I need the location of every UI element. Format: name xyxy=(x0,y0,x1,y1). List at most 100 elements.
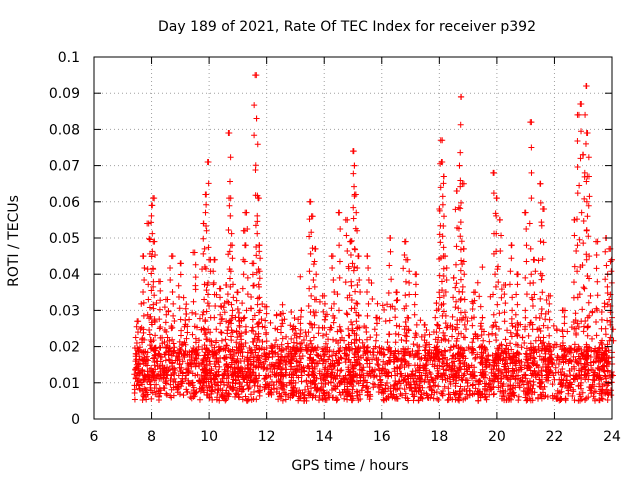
data-point xyxy=(330,276,337,283)
data-point xyxy=(331,288,338,295)
data-point xyxy=(310,356,317,363)
data-point xyxy=(546,300,553,307)
data-point xyxy=(455,225,462,232)
data-point xyxy=(393,289,400,296)
data-point xyxy=(402,332,409,339)
data-point xyxy=(429,387,436,394)
data-point xyxy=(334,372,341,379)
y-tick-label: 0.01 xyxy=(49,376,80,392)
data-point xyxy=(163,349,170,356)
data-point xyxy=(213,349,220,356)
data-point xyxy=(420,367,427,374)
data-point xyxy=(174,386,181,393)
data-point xyxy=(203,201,210,208)
data-point xyxy=(150,355,157,362)
data-point xyxy=(170,392,177,399)
data-point xyxy=(345,366,352,373)
data-point xyxy=(527,352,534,359)
data-point xyxy=(610,372,617,379)
data-point xyxy=(183,372,190,379)
data-point xyxy=(459,180,466,187)
data-point xyxy=(305,329,312,336)
data-point xyxy=(225,324,232,331)
data-point xyxy=(224,327,231,334)
data-point xyxy=(144,266,151,273)
data-point xyxy=(139,387,146,394)
data-point xyxy=(397,357,404,364)
data-point xyxy=(256,294,263,301)
data-point xyxy=(509,323,516,330)
data-point xyxy=(329,360,336,367)
data-point xyxy=(457,121,464,128)
data-point xyxy=(406,384,413,391)
data-point xyxy=(446,347,453,354)
data-point xyxy=(261,376,268,383)
data-point xyxy=(279,301,286,308)
data-point xyxy=(217,303,224,310)
data-point xyxy=(411,311,418,318)
data-point xyxy=(252,222,259,229)
data-point xyxy=(212,303,219,310)
data-point xyxy=(582,356,589,363)
data-point xyxy=(375,362,382,369)
data-point xyxy=(460,245,467,252)
data-point xyxy=(321,316,328,323)
data-point xyxy=(288,335,295,342)
data-point xyxy=(477,303,484,310)
data-point xyxy=(393,322,400,329)
data-point xyxy=(234,289,241,296)
data-point xyxy=(320,372,327,379)
data-point xyxy=(349,386,356,393)
data-point xyxy=(401,376,408,383)
data-point xyxy=(585,299,592,306)
data-point xyxy=(522,372,529,379)
data-point xyxy=(139,253,146,260)
data-point xyxy=(559,326,566,333)
data-point xyxy=(502,345,509,352)
data-point xyxy=(597,339,604,346)
data-point xyxy=(274,326,281,333)
data-point xyxy=(440,292,447,299)
data-point xyxy=(229,346,236,353)
data-point xyxy=(355,253,362,260)
data-point xyxy=(177,346,184,353)
data-point xyxy=(414,342,421,349)
data-point xyxy=(558,371,565,378)
data-point xyxy=(598,388,605,395)
data-point xyxy=(392,372,399,379)
data-point xyxy=(321,356,328,363)
data-point xyxy=(505,383,512,390)
data-point xyxy=(433,300,440,307)
data-point xyxy=(539,389,546,396)
data-point xyxy=(603,386,610,393)
data-point xyxy=(338,328,345,335)
data-point xyxy=(506,281,513,288)
data-point xyxy=(254,212,261,219)
data-point xyxy=(375,389,382,396)
data-point xyxy=(592,397,599,404)
data-point xyxy=(337,225,344,232)
data-point xyxy=(258,316,265,323)
data-point xyxy=(458,257,465,264)
data-point xyxy=(576,345,583,352)
data-point xyxy=(269,353,276,360)
data-point xyxy=(355,312,362,319)
data-point xyxy=(394,395,401,402)
data-point xyxy=(191,323,198,330)
data-point xyxy=(469,390,476,397)
data-point xyxy=(595,347,602,354)
data-point xyxy=(479,343,486,350)
data-point xyxy=(256,346,263,353)
data-point xyxy=(157,287,164,294)
data-point xyxy=(259,301,266,308)
data-point xyxy=(327,379,334,386)
data-point xyxy=(573,331,580,338)
data-point xyxy=(412,291,419,298)
data-point xyxy=(412,385,419,392)
data-point xyxy=(132,367,139,374)
data-point xyxy=(273,337,280,344)
data-point xyxy=(529,397,536,404)
data-point xyxy=(180,294,187,301)
data-point xyxy=(172,357,179,364)
data-point xyxy=(448,371,455,378)
